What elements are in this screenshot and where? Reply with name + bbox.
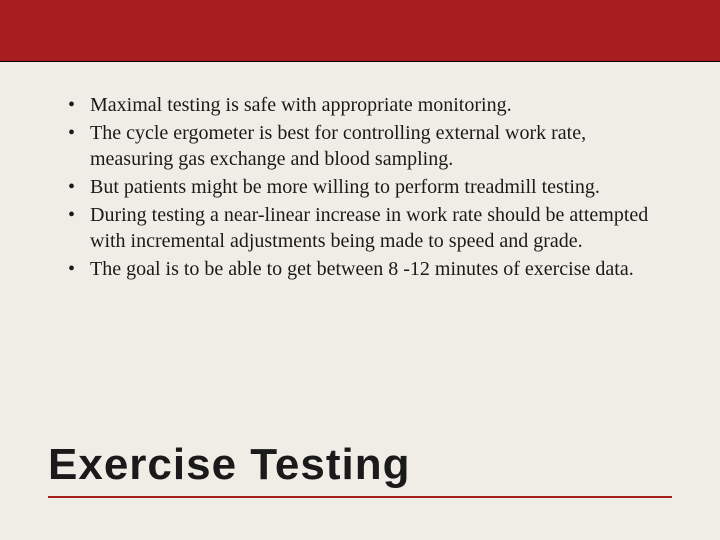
page-title: Exercise Testing — [48, 440, 672, 496]
header-bar — [0, 0, 720, 62]
list-item: During testing a near-linear increase in… — [90, 202, 660, 254]
content-area: Maximal testing is safe with appropriate… — [0, 62, 720, 282]
list-item: The goal is to be able to get between 8 … — [90, 256, 660, 282]
title-area: Exercise Testing — [48, 440, 672, 498]
list-item: But patients might be more willing to pe… — [90, 174, 660, 200]
list-item: Maximal testing is safe with appropriate… — [90, 92, 660, 118]
list-item: The cycle ergometer is best for controll… — [90, 120, 660, 172]
bullet-list: Maximal testing is safe with appropriate… — [60, 92, 660, 282]
title-underline — [48, 496, 672, 498]
